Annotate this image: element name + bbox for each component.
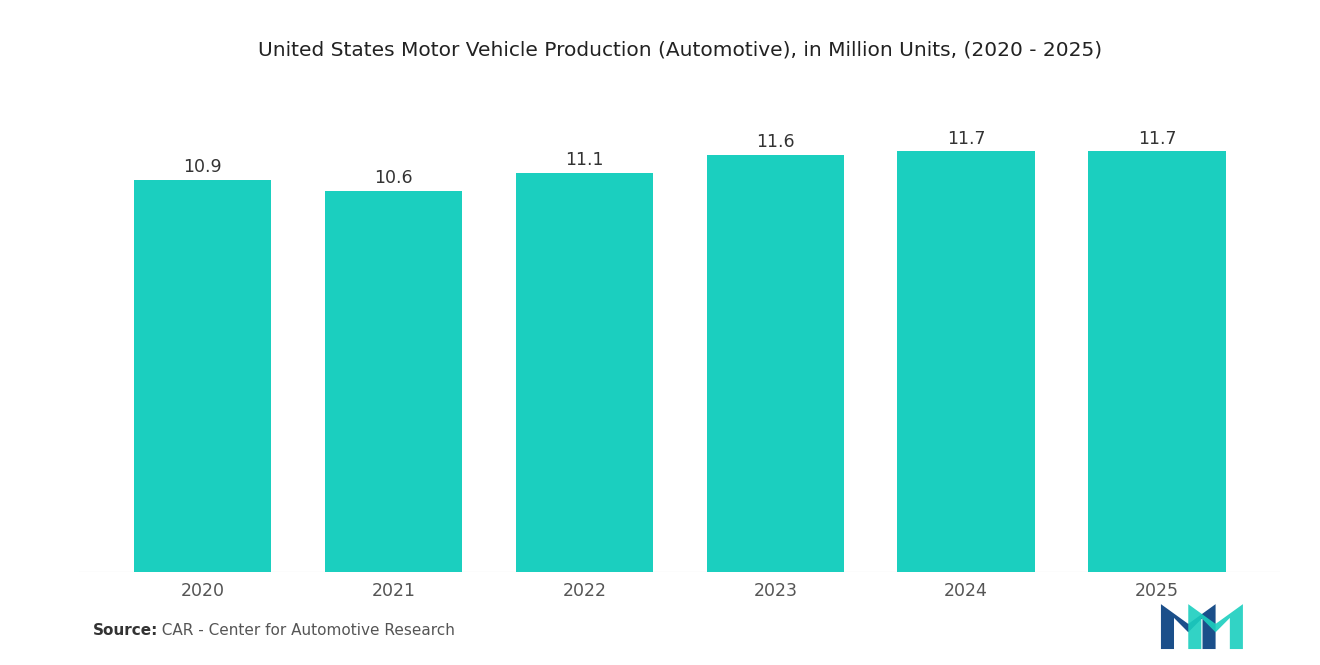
Polygon shape [1162,604,1216,649]
Text: 11.6: 11.6 [756,133,795,151]
Bar [898,151,1035,572]
Text: 11.7: 11.7 [946,130,986,148]
Text: 10.6: 10.6 [374,169,413,187]
Bar [706,155,843,572]
Bar [516,173,653,572]
Bar [133,180,271,572]
Text: CAR - Center for Automotive Research: CAR - Center for Automotive Research [152,623,454,638]
Text: 11.7: 11.7 [1138,130,1176,148]
Bar [1089,151,1226,572]
Text: Source:: Source: [92,623,158,638]
Bar [325,191,462,572]
Polygon shape [1188,604,1243,649]
Text: 11.1: 11.1 [565,151,603,169]
Text: 10.9: 10.9 [183,158,222,176]
Title: United States Motor Vehicle Production (Automotive), in Million Units, (2020 - 2: United States Motor Vehicle Production (… [257,41,1102,60]
